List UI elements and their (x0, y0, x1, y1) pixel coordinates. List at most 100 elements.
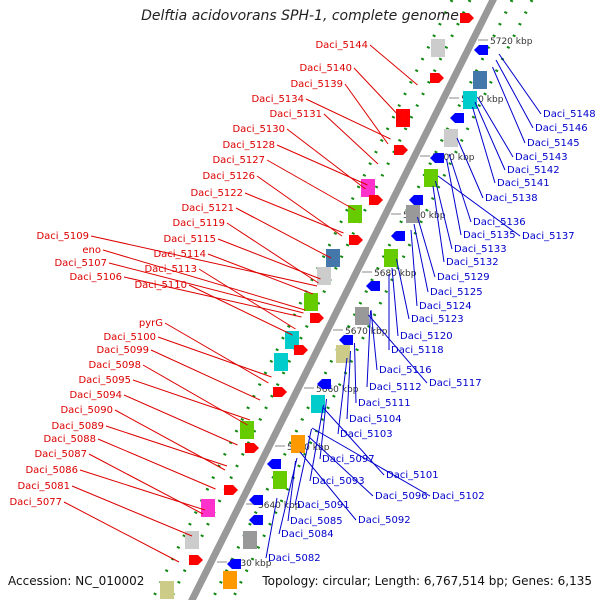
inner-guide-right (210, 0, 514, 601)
tick-label: 5660 kbp (316, 385, 359, 395)
gene-label-right: Daci_5091 (297, 500, 350, 511)
gene-label-right: Daci_5137 (522, 231, 575, 242)
gene-label-right: Daci_5093 (312, 476, 365, 487)
label-leader-left (235, 207, 332, 259)
gene-block (444, 129, 458, 147)
label-leader-right (492, 66, 526, 144)
gene-label-right: Daci_5138 (485, 193, 538, 204)
gene-arrow (294, 345, 308, 355)
gene-label-left: Daci_5127 (212, 155, 265, 166)
label-leader-left (142, 364, 248, 426)
gene-label-left: eno (82, 245, 101, 256)
gene-block (384, 249, 398, 267)
gene-label-right: Daci_5125 (430, 287, 483, 298)
label-leader-right (474, 101, 506, 171)
gene-label-right: Daci_5136 (473, 217, 526, 228)
gene-label-right: Daci_5096 (375, 491, 428, 502)
gene-block (336, 345, 350, 363)
gene-label-right: Daci_5133 (454, 244, 507, 255)
inner-guide-left (168, 0, 472, 601)
gene-label-right: Daci_5143 (515, 152, 568, 163)
gene-block (361, 179, 375, 197)
gene-arrow (224, 485, 238, 495)
label-leader-right (294, 428, 312, 506)
gene-label-left: Daci_5126 (202, 171, 255, 182)
gene-block (291, 435, 305, 453)
gene-label-right: Daci_5082 (268, 553, 321, 564)
tick-label: 5700 kbp (432, 153, 475, 163)
label-leader-left (108, 262, 304, 314)
label-leader-left (105, 425, 228, 467)
gene-label-right: Daci_5103 (340, 429, 393, 440)
label-leader-left (164, 322, 269, 384)
gene-label-left: Daci_5128 (222, 140, 275, 151)
gene-label-left: Daci_5114 (153, 249, 206, 260)
gene-label-right: Daci_5129 (437, 272, 490, 283)
gene-label-left: Daci_5088 (43, 434, 96, 445)
label-leader-right (498, 53, 542, 115)
gene-block (285, 331, 299, 349)
label-leader-left (207, 253, 314, 295)
label-leader-right (446, 158, 462, 236)
gene-label-right: Daci_5118 (391, 345, 444, 356)
gene-label-left: Daci_5087 (34, 449, 87, 460)
gene-block (311, 395, 325, 413)
label-leader-left (266, 159, 356, 211)
label-leader-left (226, 222, 319, 284)
gene-label-right: Daci_5092 (358, 515, 411, 526)
gene-block (274, 353, 288, 371)
gene-arrow (430, 153, 444, 163)
label-leader-left (102, 249, 306, 311)
label-leader-right (309, 404, 324, 482)
label-leader-left (150, 349, 261, 401)
label-leader-right (278, 457, 298, 535)
label-leader-right (495, 59, 534, 129)
gene-arrow (189, 555, 203, 565)
label-leader-right (319, 398, 327, 460)
tick-label: 5630 kbp (229, 559, 272, 569)
gene-arrow (409, 195, 423, 205)
label-leader-right (435, 180, 453, 250)
gene-block (223, 571, 237, 589)
tick-label: 5670 kbp (345, 327, 388, 337)
label-leader-left (97, 438, 216, 490)
label-leader-left (90, 235, 318, 287)
gene-label-left: Daci_5090 (60, 405, 113, 416)
gene-arrow (227, 559, 241, 569)
gene-label-left: Daci_5121 (181, 203, 234, 214)
tick-label: 5680 kbp (374, 269, 417, 279)
label-leader-right (354, 342, 357, 404)
gene-label-right: Daci_5123 (411, 314, 464, 325)
label-leader-left (88, 453, 204, 515)
label-leader-left (256, 175, 343, 237)
gene-block (463, 91, 477, 109)
gene-label-right: Daci_5084 (281, 529, 334, 540)
tick-label: 5640 kbp (258, 501, 301, 511)
gene-label-left: Daci_5106 (69, 272, 122, 283)
gene-label-left: Daci_5094 (69, 390, 122, 401)
gene-block (243, 531, 257, 549)
label-leader-right (337, 357, 348, 435)
gene-arrow (249, 515, 263, 525)
gene-label-left: Daci_5119 (172, 218, 225, 229)
gene-label-right: Daci_5111 (358, 398, 411, 409)
gene-block (424, 169, 438, 187)
gene-block (273, 471, 287, 489)
gene-label-left: Daci_5110 (134, 280, 187, 291)
gene-label-right: Daci_5141 (497, 178, 550, 189)
gene-block (406, 205, 420, 223)
gene-block (355, 307, 369, 325)
label-leader-left (114, 409, 226, 471)
gene-label-right: Daci_5148 (543, 109, 596, 120)
gene-arrow (317, 379, 331, 389)
gene-label-right: Daci_5145 (527, 138, 580, 149)
gene-block (160, 581, 174, 599)
outer-guide-right (230, 0, 534, 601)
gene-arrow (349, 235, 363, 245)
label-leader-left (286, 128, 366, 190)
gene-arrow (267, 459, 281, 469)
gene-arrow (273, 387, 287, 397)
label-leader-right (417, 216, 436, 278)
label-leader-right (472, 106, 496, 184)
